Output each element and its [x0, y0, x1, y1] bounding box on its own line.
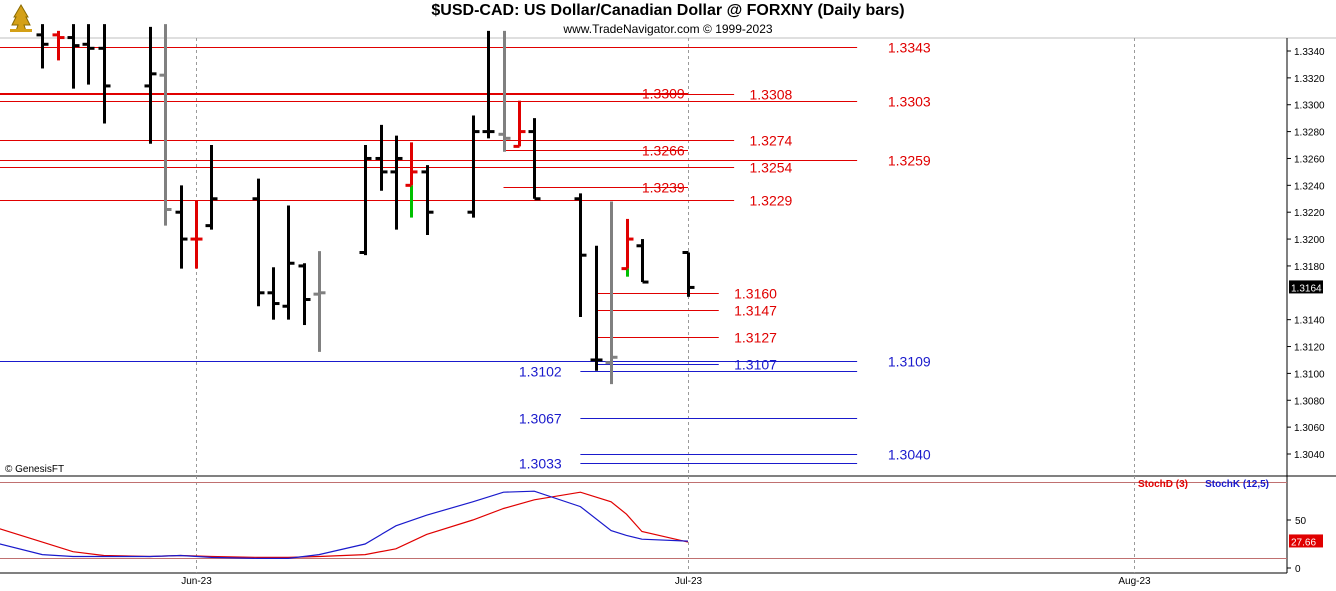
stoch-series-line — [0, 491, 689, 559]
ohlc-bar — [313, 251, 326, 352]
price-level-label: 1.3040 — [888, 447, 931, 463]
ohlc-bar — [513, 100, 526, 148]
ohlc-bar — [636, 239, 649, 284]
ohlc-bar — [82, 24, 95, 85]
x-tick-label: Jun-23 — [181, 576, 212, 587]
ohlc-bar — [175, 185, 188, 269]
ohlc-bar — [359, 145, 372, 256]
price-level-label: 1.3308 — [750, 87, 793, 103]
ohlc-bar — [574, 193, 587, 317]
legend-stoch-d: StochD (3) — [1138, 479, 1188, 490]
y-tick-label: 1.3300 — [1294, 101, 1325, 112]
stoch-y-tick-label: 0 — [1295, 564, 1301, 575]
ohlc-bar — [682, 251, 695, 297]
ohlc-bar — [390, 135, 403, 230]
price-level-label: 1.3274 — [750, 133, 793, 149]
y-tick-label: 1.3240 — [1294, 181, 1325, 192]
ohlc-bar — [482, 30, 495, 139]
ohlc-bar — [98, 24, 111, 124]
ohlc-bar — [67, 24, 80, 89]
price-level-label: 1.3067 — [519, 411, 562, 427]
ohlc-bar — [267, 267, 280, 320]
logo-icon — [10, 4, 32, 32]
price-level-label: 1.3102 — [519, 364, 562, 380]
ohlc-bar — [467, 115, 480, 218]
y-tick-label: 1.3120 — [1294, 343, 1325, 354]
price-level-label: 1.3239 — [642, 180, 685, 196]
y-tick-label: 1.3140 — [1294, 316, 1325, 327]
ohlc-bar — [421, 165, 434, 236]
ohlc-bar — [190, 200, 203, 269]
y-tick-label: 1.3060 — [1294, 423, 1325, 434]
stoch-y-tick-label: 50 — [1295, 516, 1307, 527]
y-tick-label: 1.3180 — [1294, 262, 1325, 273]
last-price-label: 1.3164 — [1291, 283, 1322, 294]
stoch-last-label: 27.66 — [1291, 537, 1316, 548]
price-level-label: 1.3107 — [734, 357, 777, 373]
price-level-label: 1.3033 — [519, 456, 562, 472]
y-tick-label: 1.3200 — [1294, 235, 1325, 246]
ohlc-bar — [252, 178, 265, 307]
legend-stoch-k: StochK (12,5) — [1205, 479, 1269, 490]
watermark: © GenesisFT — [5, 464, 64, 475]
ohlc-bar — [605, 201, 618, 385]
price-level-label: 1.3127 — [734, 330, 777, 346]
y-tick-label: 1.3340 — [1294, 47, 1325, 58]
ohlc-bar — [52, 30, 65, 61]
ohlc-bar — [298, 263, 311, 326]
ohlc-bar — [144, 26, 157, 144]
stochastic-panel: 50 0 StochD (3) StochK (12,5) 27.66 — [0, 479, 1323, 575]
price-levels: 1.3343 1.3303 1.3259 1.3309 1.3308 1.3274 1.32… — [0, 40, 931, 472]
date-axis: Jun-23 Jul-23 Aug-23 — [181, 576, 1151, 587]
ohlc-bar — [621, 218, 634, 277]
ohlc-bar — [375, 124, 388, 191]
y-tick-label: 1.3040 — [1294, 450, 1325, 461]
ohlc-bar — [528, 118, 541, 201]
chart-title: $USD-CAD: US Dollar/Canadian Dollar @ FO… — [431, 2, 905, 19]
stoch-series-line — [0, 490, 689, 560]
ohlc-bar — [282, 205, 295, 320]
y-tick-label: 1.3320 — [1294, 74, 1325, 85]
price-bars — [36, 24, 695, 385]
y-tick-label: 1.3220 — [1294, 208, 1325, 219]
ohlc-bar — [159, 24, 172, 226]
price-level-label: 1.3266 — [642, 143, 685, 159]
price-level-label: 1.3160 — [734, 286, 777, 302]
ohlc-bar — [205, 145, 218, 230]
price-level-label: 1.3229 — [750, 193, 793, 209]
ohlc-bar — [498, 30, 511, 152]
y-tick-label: 1.3100 — [1294, 369, 1325, 380]
chart-subtitle: www.TradeNavigator.com © 1999-2023 — [563, 22, 773, 36]
price-level-label: 1.3254 — [750, 160, 793, 176]
price-level-label: 1.3343 — [888, 40, 931, 56]
price-level-label: 1.3147 — [734, 303, 777, 319]
stoch-last-box — [1289, 534, 1323, 548]
price-level-label: 1.3303 — [888, 94, 931, 110]
price-level-label: 1.3109 — [888, 354, 931, 370]
price-level-label: 1.3259 — [888, 153, 931, 169]
y-tick-label: 1.3080 — [1294, 396, 1325, 407]
price-level-label: 1.3309 — [642, 86, 685, 102]
y-tick-label: 1.3280 — [1294, 128, 1325, 139]
x-tick-label: Jul-23 — [675, 576, 703, 587]
price-axis: 1.3340 1.3320 1.3300 1.3280 1.3260 1.3240 1.32… — [1287, 47, 1325, 461]
price-grid — [0, 37, 1336, 574]
y-tick-label: 1.3260 — [1294, 154, 1325, 165]
ohlc-bar — [36, 24, 49, 69]
last-price-box — [1289, 280, 1323, 294]
x-tick-label: Aug-23 — [1118, 576, 1151, 587]
ohlc-bar — [405, 142, 418, 218]
ohlc-bar — [590, 245, 603, 371]
chart-header: $USD-CAD: US Dollar/Canadian Dollar @ FO… — [0, 0, 1336, 38]
